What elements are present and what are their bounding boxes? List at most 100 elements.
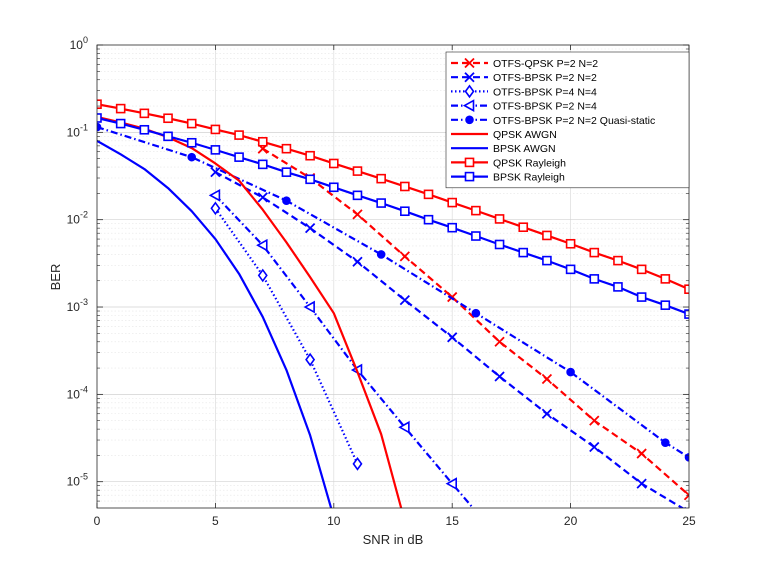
data-point [210,167,221,178]
series-8 [97,99,689,294]
data-point [305,150,315,161]
data-point [257,159,268,170]
y-tick-base: 10 [67,300,81,314]
data-point [376,250,386,259]
data-point [447,332,458,343]
legend-marker [464,72,475,83]
y-tick-label: 10-5 [67,472,88,489]
data-point [208,188,221,202]
legend-label: OTFS-QPSK P=2 N=2 [493,58,598,70]
data-point [234,152,244,162]
data-point [565,264,576,275]
data-point [518,222,529,233]
y-axis-label: BER [48,264,63,291]
data-point [447,197,458,208]
data-point [187,152,197,162]
series-9 [97,113,689,319]
x-tick-label: 10 [327,514,341,528]
data-point [399,294,410,306]
data-point [328,182,339,193]
data-point [683,490,689,501]
data-point [186,118,197,129]
data-point [471,205,481,216]
y-tick-exponent: -1 [80,122,88,132]
data-point [518,247,529,258]
data-point [423,189,434,200]
series-group [97,99,689,544]
data-point [352,166,363,176]
data-point [163,131,173,142]
data-point [542,230,552,241]
data-point [304,223,316,234]
legend-marker [464,57,475,69]
legend-marker [464,84,475,99]
legend-marker [462,99,475,112]
data-point [139,124,150,135]
series-3 [210,201,363,471]
legend-label: OTFS-BPSK P=2 N=2 [493,72,597,84]
data-point [400,181,410,192]
data-point [399,251,410,262]
series-2 [210,167,687,508]
y-tick-label: 10-2 [67,210,88,227]
y-tick-base: 10 [67,125,81,139]
data-point [210,145,221,155]
y-tick-exponent: -3 [80,297,88,307]
x-tick-label: 0 [94,514,101,528]
legend-label: QPSK AWGN [493,129,557,141]
data-point [565,238,576,249]
data-point [542,255,552,266]
series-7 [97,139,333,508]
legend-label: OTFS-BPSK P=2 N=2 Quasi-static [493,115,655,127]
x-tick-label: 20 [564,514,578,528]
legend: OTFS-QPSK P=2 N=2 OTFS-BPSK P=2 N=2 OTFS-B… [445,51,690,189]
data-point [636,292,647,302]
data-point [494,214,505,224]
data-point [661,438,670,447]
data-point [613,282,623,292]
axes-box [96,44,690,509]
data-point [376,173,386,184]
data-point [400,206,410,217]
data-point [589,441,600,453]
data-point [541,408,553,419]
x-tick-label: 25 [682,514,696,528]
y-tick-label: 10-3 [67,297,88,314]
legend-label: QPSK Rayleigh [493,157,566,169]
y-tick-exponent: 0 [83,35,88,45]
data-point [257,268,268,283]
data-point [636,478,647,489]
data-point [376,198,386,208]
x-axis-label: SNR in dB [363,532,424,547]
data-point [541,373,553,385]
y-tick-base: 10 [67,387,81,401]
data-point [186,137,197,148]
y-tick-label: 10-4 [67,384,88,401]
y-tick-exponent: -4 [80,384,88,394]
legend-marker [464,157,475,168]
x-tick-label: 5 [212,514,219,528]
data-point [636,448,647,459]
data-point [210,124,221,135]
data-point [115,118,126,129]
legend-marker [464,171,475,182]
legend-label: BPSK AWGN [493,143,556,155]
data-point [163,113,173,124]
data-point [589,415,600,426]
data-point [613,255,623,266]
data-point [398,420,410,434]
series-5 [97,122,689,462]
series-line [97,125,689,459]
data-point [328,158,339,169]
data-point [660,300,671,310]
data-point [210,201,221,216]
data-point [494,371,505,382]
y-tick-base: 10 [67,475,81,489]
data-point [97,99,102,109]
data-point [352,457,363,471]
data-point [495,534,504,544]
legend-label: OTFS-BPSK P=4 N=4 [493,86,597,98]
y-tick-exponent: -5 [80,472,88,482]
data-point [494,336,505,347]
